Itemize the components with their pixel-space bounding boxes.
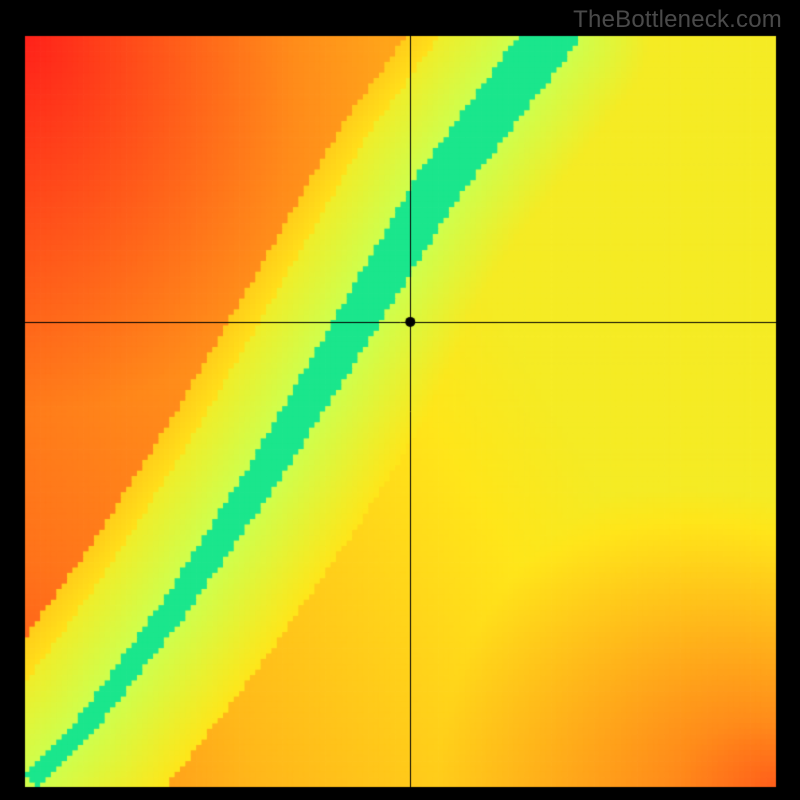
watermark-text: TheBottleneck.com [573, 6, 782, 34]
heatmap-canvas [0, 0, 800, 800]
chart-container: TheBottleneck.com [0, 0, 800, 800]
